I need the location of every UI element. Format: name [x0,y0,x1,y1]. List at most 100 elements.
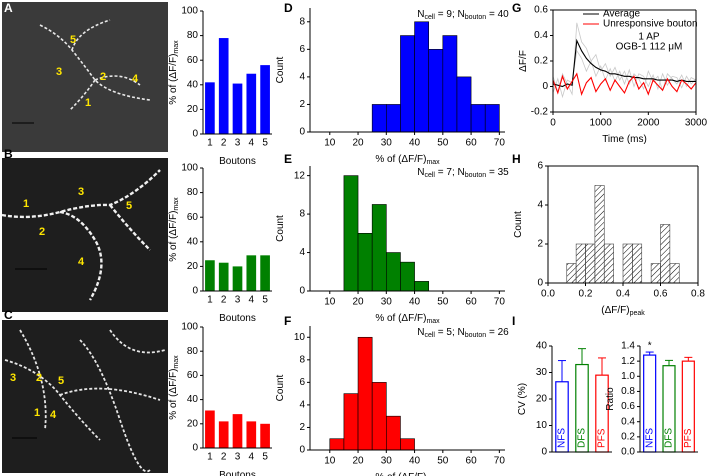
x-tick-label: 40 [409,456,421,467]
annotation-part: N [417,167,424,178]
bouton-label: 4 [78,256,85,268]
histogram-bar [484,104,500,133]
x-tick-label: 40 [409,297,421,308]
x-axis-label-part: peak [630,310,646,317]
y-tick-label: 0 [541,447,547,458]
y-tick-label: 2 [299,99,305,110]
x-tick-label: 10 [324,456,336,467]
y-axis-label: Count [513,211,524,238]
histogram-bar [622,243,633,284]
annotation: OGB-1 112 μM [616,42,683,53]
panel-label: C [4,308,13,322]
y-axis-label-part: ΔF/F [518,50,529,72]
x-tick-label: 1 [207,138,213,149]
x-tick-label: 4 [249,295,255,306]
bar [246,73,257,134]
x-tick-label: 0 [550,118,556,129]
x-tick-label: 30 [381,297,393,308]
y-tick-label: 40 [187,79,199,90]
y-axis-label: % of (ΔF/F)max [168,40,180,105]
x-tick-label: 0.6 [654,289,668,300]
annotation-part: = 35 [486,167,509,178]
panel-label: H [512,152,521,166]
histogram-bar [566,263,577,284]
legend-label: Average [603,9,641,20]
y-tick-label: 6 [299,44,305,55]
annotation-part: cell [424,14,435,21]
y-tick-label: 4 [537,200,543,211]
bar [205,260,215,291]
y-axis-label-part: CV (%) [517,383,528,415]
bouton-label: 2 [100,71,106,83]
x-tick-label: 1000 [590,118,613,129]
y-tick-label: 2 [537,239,543,250]
y-tick-label: 0 [192,443,198,454]
histogram-bar [632,243,643,284]
y-tick-label: 0.8 [621,386,635,397]
x-tick-label: 20 [352,297,364,308]
histogram-bar [343,393,359,451]
histogram-bar [371,104,387,133]
x-tick-label: 70 [494,456,506,467]
x-tick-label: 50 [437,138,449,149]
x-axis-label: % of (ΔF/F)max [375,313,440,325]
x-tick-label: 2 [221,452,227,463]
panel-label: I [512,314,515,328]
y-tick-label: 0 [299,445,305,456]
x-axis-label: Time (ms) [602,134,647,145]
y-tick-label: 0 [192,129,198,140]
category-label: DFS [664,428,675,448]
annotation-part: = 5; N [435,327,465,338]
histogram-bar [386,252,401,292]
x-axis-label: Boutons [219,156,256,167]
panel-label: D [284,1,293,15]
annotation-part: = 7; N [435,167,465,178]
annotation-part: N [417,327,424,338]
y-tick-label: 20 [187,418,199,429]
annotation-part: bouton [465,14,487,21]
histogram-bar [400,261,415,292]
y-tick-label: 60 [187,55,199,66]
x-axis-label-part: % of (ΔF/F) [375,313,426,324]
image-background [2,158,168,312]
category-label: NFS [557,428,568,448]
y-tick-label: 60 [187,212,199,223]
bar [246,421,257,448]
y-tick-label: 40 [187,394,199,405]
y-tick-label: 80 [187,30,199,41]
histogram-bar [371,382,387,451]
series-line [552,38,696,88]
image-b: 1 2 3 4 5 [1,158,168,312]
y-tick-label: 0.2 [621,431,635,442]
category-label: PFS [683,428,694,448]
bar [205,410,215,448]
histogram-bar [357,233,373,292]
x-tick-label: 70 [494,297,506,308]
x-tick-label: 10 [324,297,336,308]
y-tick-label: 12 [294,170,306,181]
x-tick-label: 4 [249,452,255,463]
legend-label: Unresponsive bouton [603,19,698,30]
x-tick-label: 0.2 [579,289,593,300]
bouton-label: 5 [126,200,132,212]
bar [218,262,229,291]
y-tick-label: 1.4 [621,341,635,352]
y-axis-label-part: % of (ΔF/F) [168,369,179,420]
y-tick-label: 8 [299,209,305,220]
y-tick-label: 0.6 [621,401,635,412]
y-tick-label: 8 [299,354,305,365]
y-axis-label: Count [275,56,286,83]
bouton-label: 5 [70,34,76,46]
x-tick-label: 1 [207,295,213,306]
annotation: 1 AP [638,32,659,43]
x-tick-label: 60 [466,138,478,149]
histogram-bar [386,104,401,133]
x-axis-label-part: % of (ΔF/F) [375,154,426,165]
annotation-part: bouton [465,172,487,179]
x-tick-label: 5 [262,138,268,149]
bar [232,266,243,291]
histogram-bar [371,204,387,292]
y-axis-label-part: max [173,197,180,211]
x-tick-label: 2 [221,295,227,306]
y-axis-label: ΔF/F [518,50,529,72]
